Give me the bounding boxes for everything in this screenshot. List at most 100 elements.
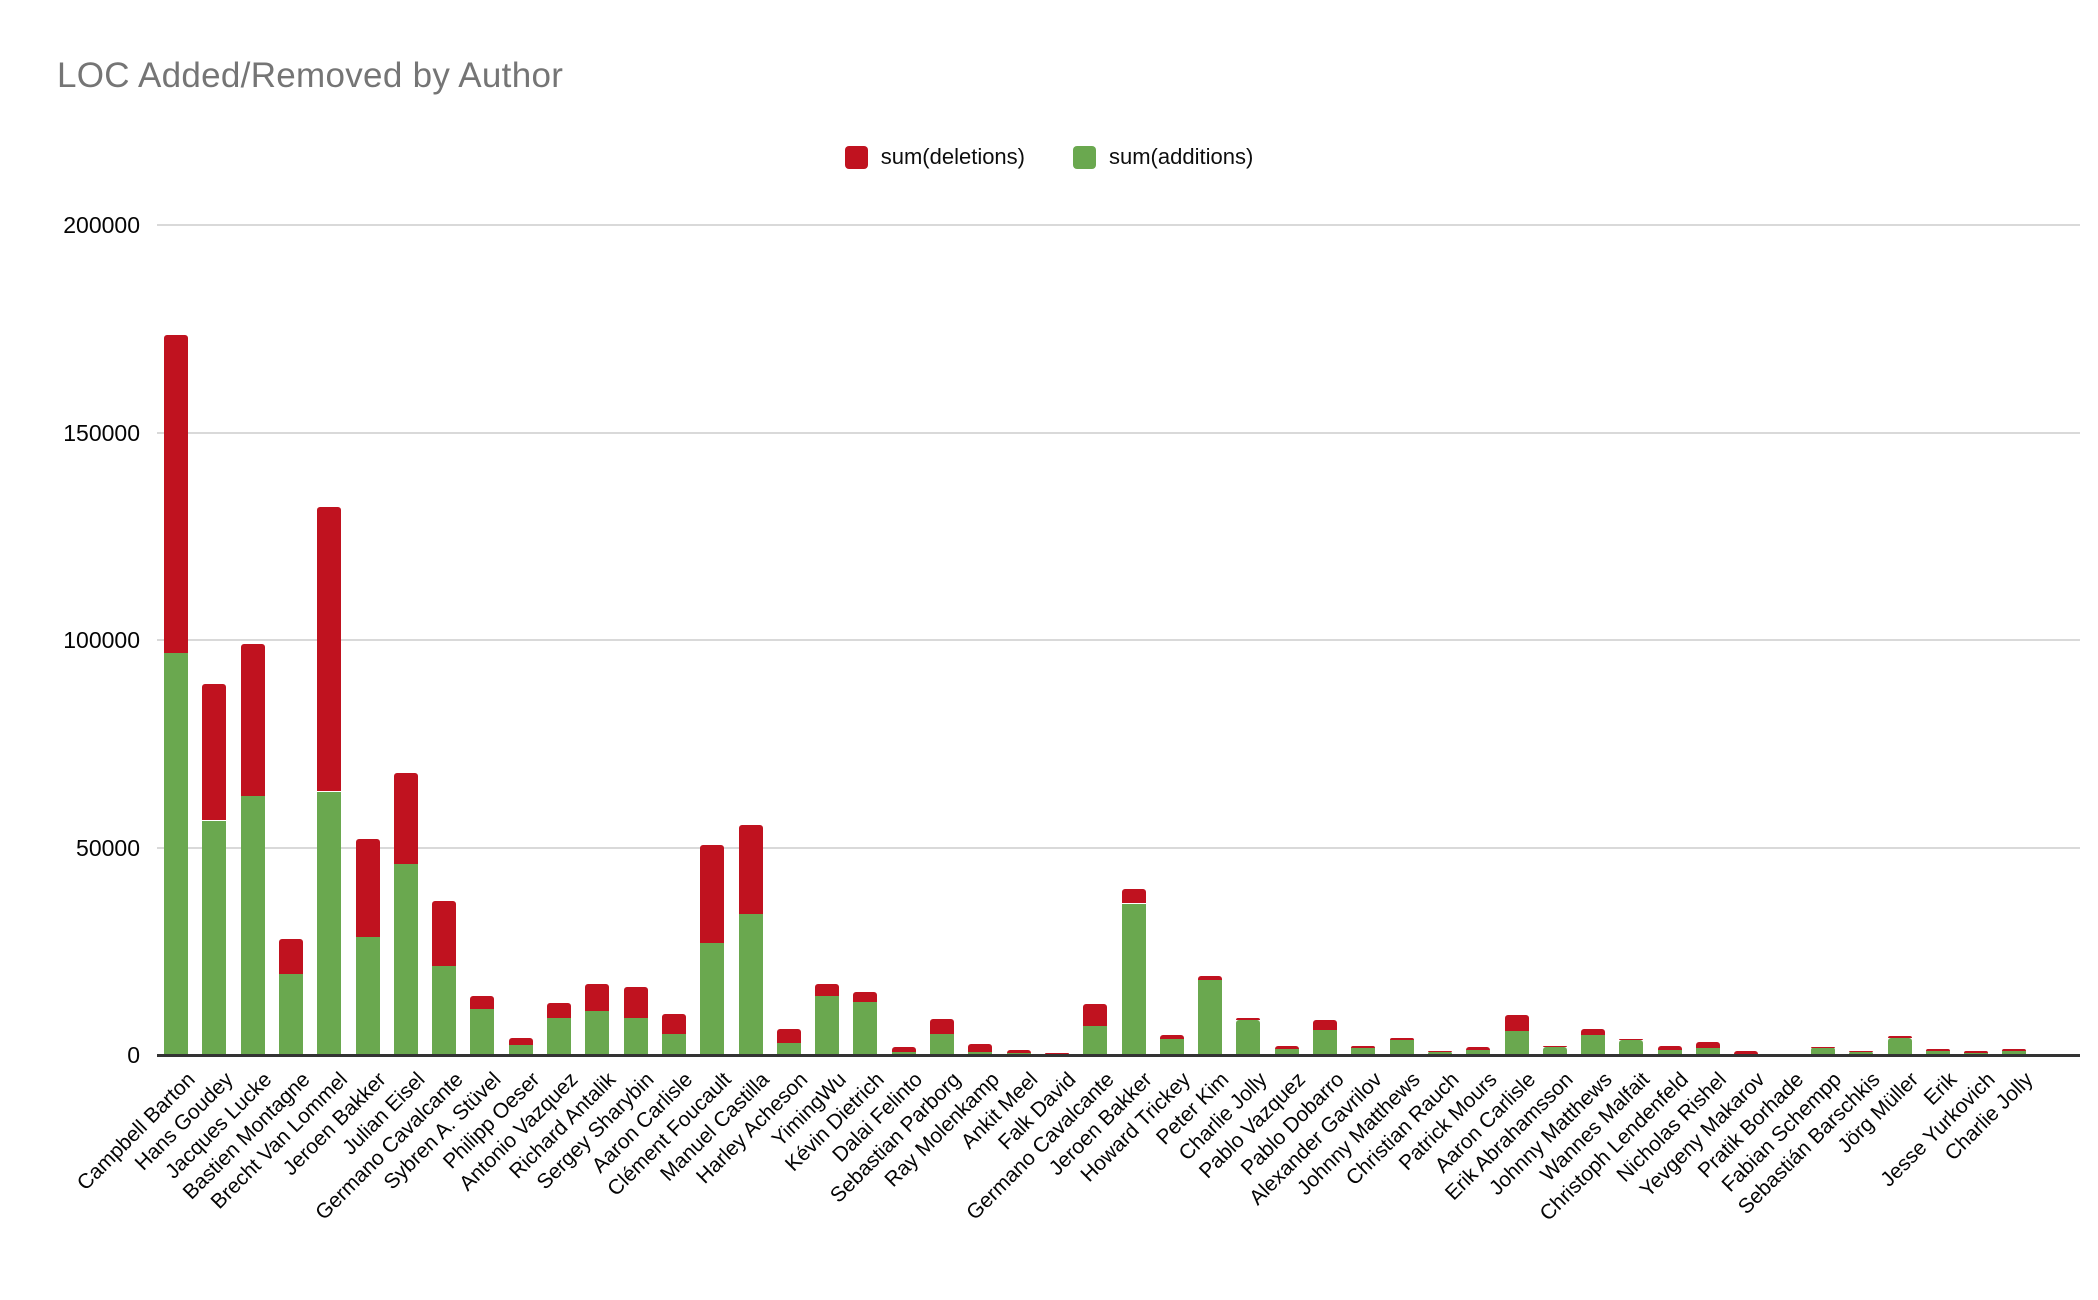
deletions-segment[interactable] <box>432 901 457 966</box>
deletions-segment[interactable] <box>1581 1028 1606 1035</box>
y-tick-label: 200000 <box>63 212 140 238</box>
deletions-segment[interactable] <box>1351 1045 1376 1049</box>
deletions-segment[interactable] <box>738 824 763 914</box>
deletions-segment[interactable] <box>547 1003 571 1018</box>
deletions-segment[interactable] <box>164 335 188 653</box>
additions-segment[interactable] <box>1427 1051 1452 1055</box>
deletions-segment[interactable] <box>776 1028 801 1044</box>
gridline-200000 <box>157 224 2080 226</box>
additions-segment[interactable] <box>1198 980 1223 1055</box>
additions-segment[interactable] <box>1581 1034 1606 1055</box>
deletions-segment[interactable] <box>1504 1015 1529 1032</box>
deletions-segment[interactable] <box>815 983 840 996</box>
deletions-segment[interactable] <box>317 507 342 792</box>
additions-segment[interactable] <box>1313 1030 1337 1055</box>
additions-segment[interactable] <box>891 1052 916 1055</box>
deletions-segment[interactable] <box>1121 889 1146 904</box>
deletions-segment[interactable] <box>355 839 380 937</box>
deletions-segment[interactable] <box>930 1018 954 1035</box>
deletions-segment[interactable] <box>1657 1045 1682 1050</box>
deletions-segment[interactable] <box>891 1047 916 1053</box>
deletions-segment[interactable] <box>1274 1045 1299 1049</box>
additions-segment[interactable] <box>738 913 763 1055</box>
deletions-segment[interactable] <box>661 1014 686 1035</box>
additions-segment[interactable] <box>393 864 418 1055</box>
additions-segment[interactable] <box>1159 1039 1184 1055</box>
additions-segment[interactable] <box>1849 1051 1874 1055</box>
deletions-segment[interactable] <box>1006 1050 1031 1054</box>
deletions-segment[interactable] <box>585 984 610 1012</box>
additions-segment[interactable] <box>776 1043 801 1055</box>
deletions-segment[interactable] <box>508 1038 533 1045</box>
deletions-segment[interactable] <box>1887 1035 1912 1038</box>
deletions-segment[interactable] <box>2002 1049 2027 1052</box>
additions-segment[interactable] <box>1274 1048 1299 1055</box>
additions-segment[interactable] <box>585 1011 610 1055</box>
additions-segment[interactable] <box>547 1017 571 1055</box>
additions-segment[interactable] <box>661 1034 686 1056</box>
deletions-segment[interactable] <box>1083 1003 1108 1026</box>
deletions-segment[interactable] <box>1466 1047 1491 1050</box>
additions-segment[interactable] <box>1083 1025 1108 1055</box>
deletions-segment[interactable] <box>240 644 265 796</box>
additions-segment[interactable] <box>164 652 188 1056</box>
additions-segment[interactable] <box>1619 1039 1644 1055</box>
additions-segment[interactable] <box>355 936 380 1055</box>
deletions-segment[interactable] <box>623 986 648 1018</box>
additions-segment[interactable] <box>1696 1048 1720 1055</box>
deletions-segment[interactable] <box>202 683 227 821</box>
deletions-segment[interactable] <box>1159 1034 1184 1040</box>
additions-segment[interactable] <box>700 943 725 1055</box>
deletions-segment[interactable] <box>1696 1041 1720 1049</box>
additions-segment[interactable] <box>2002 1051 2027 1055</box>
y-tick-label: 100000 <box>63 627 140 653</box>
additions-segment[interactable] <box>508 1044 533 1055</box>
deletions-swatch-icon <box>844 145 868 169</box>
y-tick-label: 150000 <box>63 419 140 446</box>
legend-item-additions[interactable]: sum(additions) <box>1073 144 1253 170</box>
chart-title: LOC Added/Removed by Author <box>57 56 564 95</box>
additions-segment[interactable] <box>1925 1051 1950 1055</box>
deletions-segment[interactable] <box>700 845 725 943</box>
deletions-segment[interactable] <box>853 991 878 1002</box>
additions-segment[interactable] <box>1810 1047 1835 1055</box>
additions-segment[interactable] <box>432 965 457 1055</box>
deletions-segment[interactable] <box>470 995 495 1010</box>
legend-item-deletions[interactable]: sum(deletions) <box>844 144 1025 170</box>
additions-segment[interactable] <box>623 1017 648 1055</box>
additions-segment[interactable] <box>317 791 342 1055</box>
additions-segment[interactable] <box>470 1009 495 1055</box>
additions-segment[interactable] <box>1542 1046 1567 1055</box>
additions-segment[interactable] <box>1236 1019 1261 1055</box>
deletions-segment[interactable] <box>1964 1051 1989 1054</box>
additions-segment[interactable] <box>853 1001 878 1055</box>
deletions-segment[interactable] <box>968 1044 993 1052</box>
additions-segment[interactable] <box>240 795 265 1055</box>
additions-segment[interactable] <box>1044 1052 1069 1055</box>
deletions-segment[interactable] <box>1734 1050 1759 1054</box>
additions-segment[interactable] <box>1504 1031 1529 1055</box>
deletions-segment[interactable] <box>393 772 418 865</box>
additions-segment[interactable] <box>1121 903 1146 1055</box>
additions-segment[interactable] <box>930 1034 954 1056</box>
additions-segment[interactable] <box>815 996 840 1055</box>
gridline-100000 <box>157 639 2080 641</box>
deletions-segment[interactable] <box>1925 1049 1950 1052</box>
additions-swatch-icon <box>1073 145 1096 169</box>
gridline-150000 <box>157 431 2080 434</box>
additions-segment[interactable] <box>1466 1049 1491 1055</box>
legend-label-additions: sum(additions) <box>1109 144 1254 169</box>
additions-segment[interactable] <box>278 974 303 1055</box>
deletions-segment[interactable] <box>1236 1018 1261 1020</box>
deletions-segment[interactable] <box>1198 975 1223 981</box>
additions-segment[interactable] <box>1887 1037 1912 1055</box>
deletions-segment[interactable] <box>1313 1019 1337 1031</box>
additions-segment[interactable] <box>968 1051 993 1055</box>
deletions-segment[interactable] <box>1389 1037 1414 1040</box>
additions-segment[interactable] <box>1657 1049 1682 1055</box>
deletions-segment[interactable] <box>278 938 303 975</box>
additions-segment[interactable] <box>202 820 227 1055</box>
additions-segment[interactable] <box>1351 1048 1376 1055</box>
additions-segment[interactable] <box>1389 1039 1414 1055</box>
